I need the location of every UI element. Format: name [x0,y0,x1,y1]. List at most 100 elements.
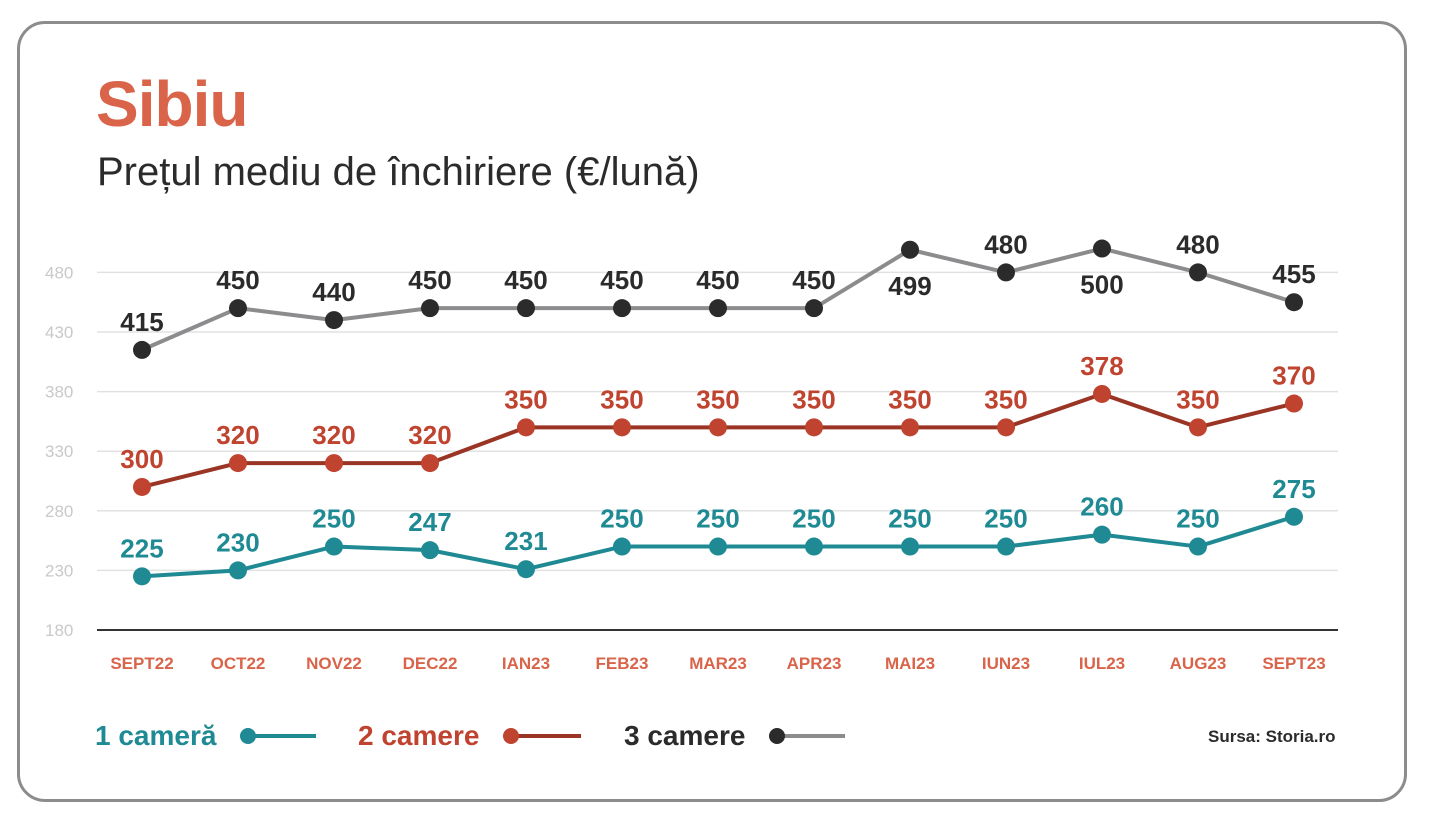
data-label: 230 [216,527,259,557]
data-label: 247 [408,507,451,537]
legend-label: 1 cameră [95,720,217,751]
data-point [901,537,919,556]
data-label: 450 [504,265,547,295]
x-tick-label: SEPT23 [1262,654,1325,673]
data-label: 440 [312,277,355,307]
legend-marker-2-camere [503,728,582,744]
data-point [613,299,631,318]
data-point [613,537,631,556]
data-label: 225 [120,533,163,563]
legend-marker-3-camere [769,728,846,744]
data-point [517,299,535,318]
data-label: 370 [1272,361,1315,391]
data-point [421,454,439,473]
x-tick-label: AUG23 [1170,654,1227,673]
data-point [1189,537,1207,556]
data-point [805,537,823,556]
x-tick-label: NOV22 [306,654,362,673]
y-tick-label: 180 [45,621,73,640]
data-point [229,299,247,318]
data-point [805,299,823,318]
legend-item-1-camera: 1 cameră [95,716,317,756]
legend-label: 2 camere [358,720,480,751]
y-tick-label: 430 [45,323,73,342]
data-label: 499 [888,271,931,301]
data-point [1285,507,1303,526]
data-label: 500 [1080,270,1123,300]
data-label: 350 [984,384,1027,414]
data-point [1093,525,1111,544]
data-label: 450 [216,265,259,295]
x-tick-label: MAR23 [689,654,747,673]
data-label: 250 [600,504,643,534]
data-label: 415 [120,307,163,337]
data-label: 450 [696,265,739,295]
data-label: 350 [1176,384,1219,414]
data-label: 350 [504,384,547,414]
x-tick-label: APR23 [787,654,842,673]
x-tick-label: IUN23 [982,654,1030,673]
y-tick-label: 330 [45,442,73,461]
data-point [997,418,1015,437]
legend-marker-1-camera [240,728,317,744]
data-label: 350 [888,384,931,414]
x-tick-label: OCT22 [211,654,266,673]
data-label: 300 [120,444,163,474]
data-label: 350 [696,384,739,414]
x-tick-label: DEC22 [403,654,458,673]
legend-item-3-camere: 3 camere [624,716,850,756]
source-note: Sursa: Storia.ro [1208,727,1336,746]
data-point [421,299,439,318]
data-label: 480 [984,229,1027,259]
data-point [517,560,535,579]
data-point [1093,384,1111,403]
data-point [1285,394,1303,413]
data-label: 350 [600,384,643,414]
data-label: 450 [408,265,451,295]
data-label: 250 [792,504,835,534]
data-label: 250 [1176,504,1219,534]
data-label: 378 [1080,351,1123,381]
data-point [805,418,823,437]
data-point [709,537,727,556]
data-point [133,340,151,359]
x-tick-label: SEPT22 [110,654,173,673]
data-label: 320 [312,420,355,450]
data-label: 480 [1176,229,1219,259]
data-point [901,240,919,259]
data-point [997,263,1015,282]
data-label: 455 [1272,259,1315,289]
data-point [229,454,247,473]
data-label: 250 [312,504,355,534]
data-label: 320 [216,420,259,450]
data-label: 450 [600,265,643,295]
data-label: 450 [792,265,835,295]
y-tick-label: 380 [45,383,73,402]
y-tick-label: 280 [45,502,73,521]
data-point [901,418,919,437]
y-tick-label: 230 [45,561,73,580]
chart-title: Sibiu [96,68,248,140]
data-label: 250 [888,504,931,534]
chart-subtitle: Prețul mediu de închiriere (€/lună) [97,150,700,194]
data-point [325,537,343,556]
data-label: 250 [984,504,1027,534]
x-tick-label: FEB23 [596,654,649,673]
data-point [325,454,343,473]
data-point [1189,263,1207,282]
data-point [1189,418,1207,437]
card-frame [17,21,1407,802]
legend-label: 3 camere [624,720,746,751]
data-label: 350 [792,384,835,414]
data-point [613,418,631,437]
data-point [133,477,151,496]
data-label: 320 [408,420,451,450]
y-tick-label: 480 [45,263,73,282]
x-tick-label: MAI23 [885,654,935,673]
data-point [421,541,439,560]
x-tick-label: IUL23 [1079,654,1125,673]
data-point [997,537,1015,556]
data-label: 250 [696,504,739,534]
data-label: 260 [1080,492,1123,522]
